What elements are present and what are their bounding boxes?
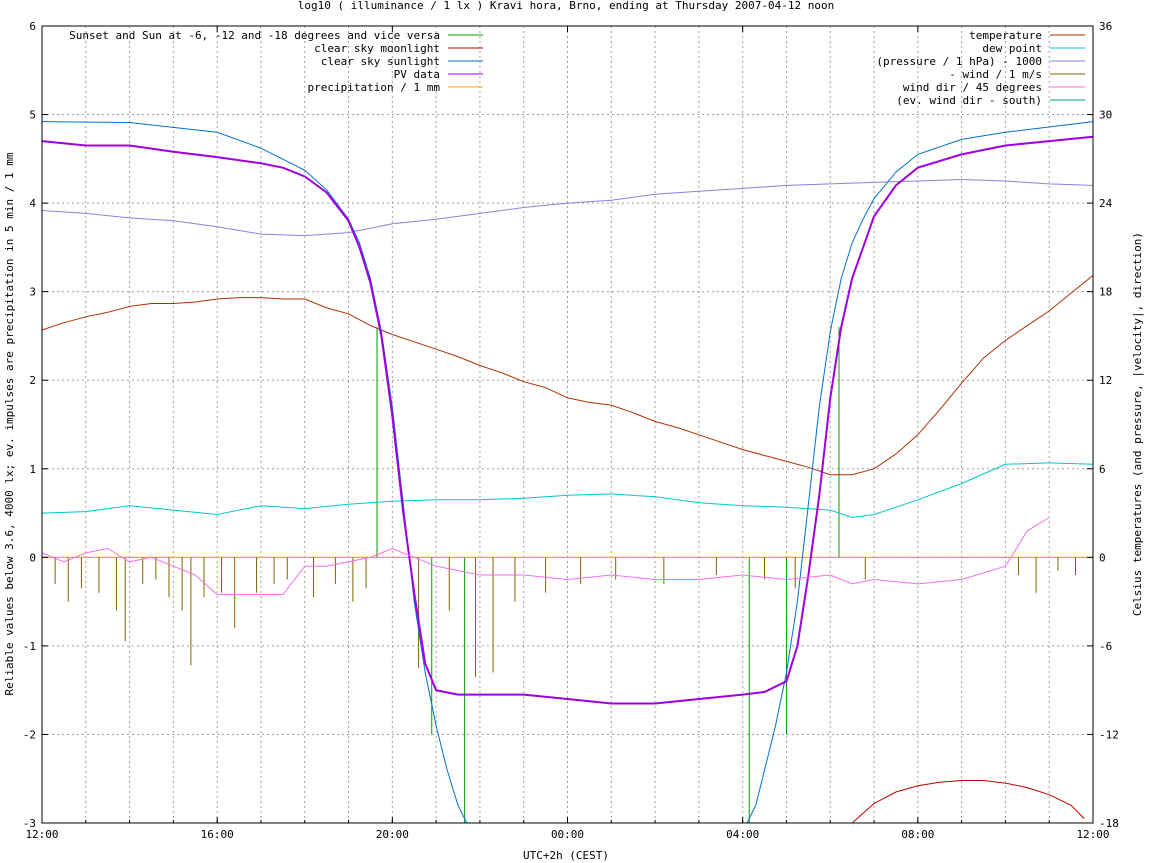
y2-tick-label: 18 <box>1099 286 1112 299</box>
axes: 12:00 16:00 20:00 00:00 04:00 08:00 12:00-3-2-… <box>23 20 1119 841</box>
x-axis-label: UTC+2h (CEST) <box>523 849 609 862</box>
x-tick-label: 16:00 <box>201 828 234 841</box>
y2-tick-label: 30 <box>1099 109 1112 122</box>
legend-left-label: precipitation / 1 mm <box>308 81 441 94</box>
y2-axis-label: Celsius temperatures (and pressure, |vel… <box>1131 232 1144 616</box>
legend-left-label: clear sky sunlight <box>321 55 440 68</box>
legend-left: Sunset and Sun at -6, -12 and -18 degree… <box>69 29 483 94</box>
x-tick-label: 04:00 <box>726 828 759 841</box>
y-tick-label: -2 <box>23 728 36 741</box>
y-tick-label: 3 <box>29 286 36 299</box>
x-tick-label: 00:00 <box>551 828 584 841</box>
y2-tick-label: -6 <box>1099 640 1112 653</box>
legend-right-label: wind dir / 45 degrees <box>903 81 1042 94</box>
legend-left-label: PV data <box>394 68 440 81</box>
y-tick-label: 6 <box>29 20 36 33</box>
y2-tick-label: -18 <box>1099 817 1119 830</box>
legend-left-label: clear sky moonlight <box>314 42 440 55</box>
y2-tick-label: 0 <box>1099 551 1106 564</box>
legend-left-label: Sunset and Sun at -6, -12 and -18 degree… <box>69 29 440 42</box>
y2-tick-label: 24 <box>1099 197 1113 210</box>
y2-tick-label: -12 <box>1099 728 1119 741</box>
y-tick-label: 2 <box>29 374 36 387</box>
series-area <box>41 121 1094 824</box>
legend-right-label: dew point <box>982 42 1042 55</box>
series-dew-point <box>41 462 1094 519</box>
y-tick-label: 4 <box>29 197 36 210</box>
y-tick-label: 0 <box>29 551 36 564</box>
y2-tick-label: 12 <box>1099 374 1112 387</box>
grid <box>42 26 1093 823</box>
legend-right-label: (ev. wind dir - south) <box>896 94 1042 107</box>
series-clear-sky-moonlight <box>851 780 1085 824</box>
y2-tick-label: 6 <box>1099 463 1106 476</box>
legend-right-label: - wind / 1 m/s <box>949 68 1042 81</box>
y-tick-label: 1 <box>29 463 36 476</box>
plot-frame <box>41 25 1094 824</box>
series-pv-data <box>41 135 1094 705</box>
series-pressure-1-hpa-1000 <box>41 178 1094 237</box>
series-temperature <box>41 275 1094 476</box>
y-tick-label: 5 <box>29 109 36 122</box>
x-tick-label: 12:00 <box>1076 828 1109 841</box>
y-axis-label: Reliable values below 3.6, 4000 lx; ev. … <box>3 152 16 695</box>
x-tick-label: 08:00 <box>901 828 934 841</box>
y2-tick-label: 36 <box>1099 20 1112 33</box>
y-tick-label: -3 <box>23 817 36 830</box>
series-wind-dir-45-degrees <box>41 517 1050 595</box>
y-tick-label: -1 <box>23 640 36 653</box>
legend-right-label: temperature <box>969 29 1042 42</box>
x-tick-label: 20:00 <box>376 828 409 841</box>
x-tick-label: 12:00 <box>25 828 58 841</box>
legend-right-label: (pressure / 1 hPa) - 1000 <box>876 55 1042 68</box>
chart-title: log10 ( illuminance / 1 lx ) Kravi hora,… <box>298 0 834 12</box>
